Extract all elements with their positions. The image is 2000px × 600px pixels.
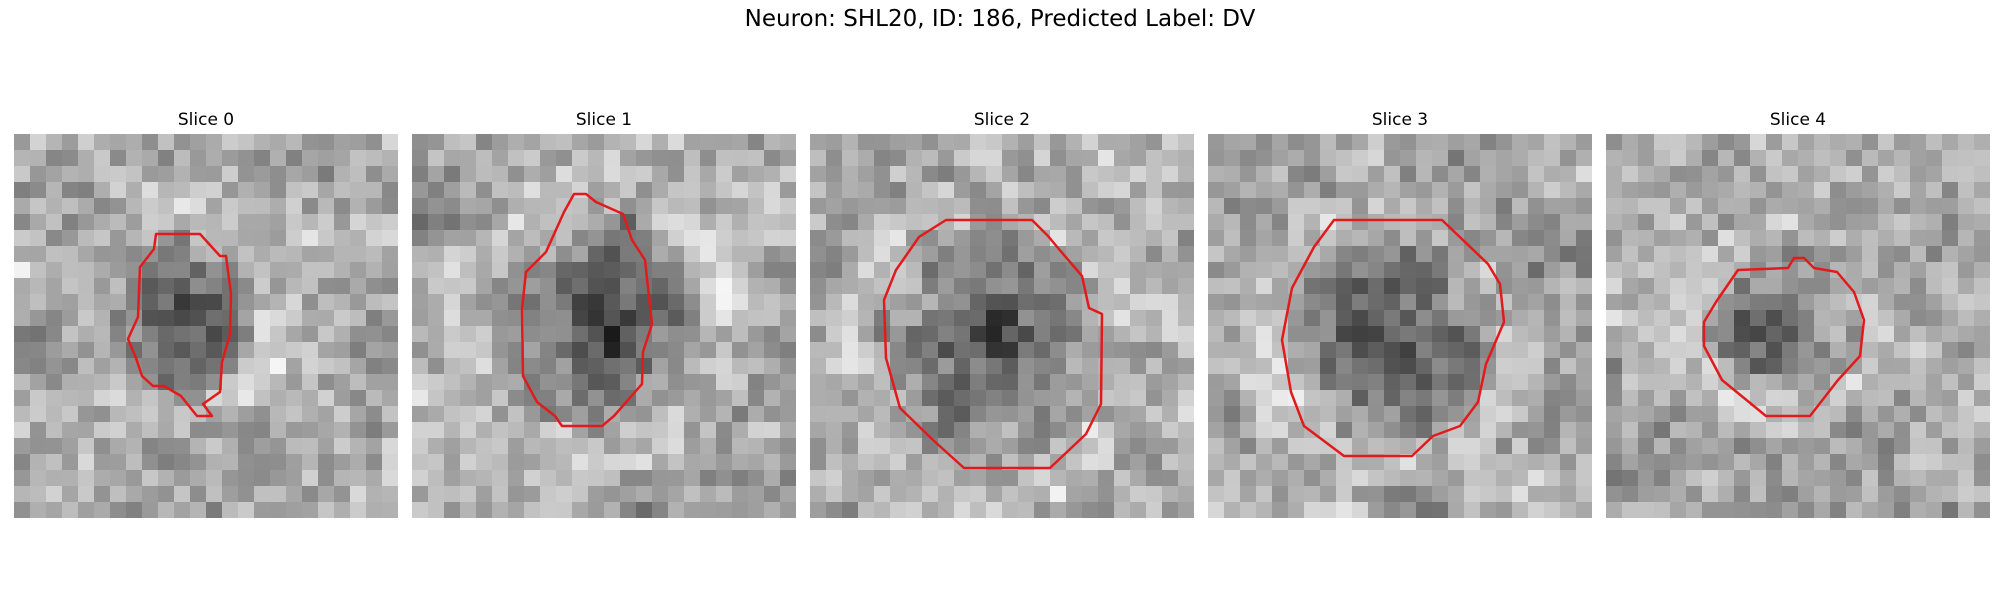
slice-pixels-3 [1208,134,1592,518]
slice-panel-2: Slice 2 [810,108,1194,518]
slice-panel-4: Slice 4 [1606,108,1990,518]
slice-panel-0: Slice 0 [14,108,398,518]
roi-contour-0 [126,232,233,418]
slice-pixels-1 [412,134,796,518]
figure-title: Neuron: SHL20, ID: 186, Predicted Label:… [744,6,1256,32]
roi-contour-4 [1702,256,1866,418]
roi-contour-1 [520,192,654,428]
slice-pixels-2 [810,134,1194,518]
slice-image-0 [14,134,398,518]
slice-image-4 [1606,134,1990,518]
slice-title-3: Slice 3 [1371,110,1429,130]
roi-contour-3 [1280,218,1506,458]
slice-title-2: Slice 2 [973,110,1031,130]
slice-pixels-0 [14,134,398,518]
roi-contour-2 [882,218,1104,470]
slice-image-2 [810,134,1194,518]
slice-panel-1: Slice 1 [412,108,796,518]
slice-title-0: Slice 0 [177,110,235,130]
slice-pixels-4 [1606,134,1990,518]
slice-title-1: Slice 1 [575,110,633,130]
slice-panel-3: Slice 3 [1208,108,1592,518]
slice-image-3 [1208,134,1592,518]
slice-image-1 [412,134,796,518]
slice-title-4: Slice 4 [1769,110,1827,130]
